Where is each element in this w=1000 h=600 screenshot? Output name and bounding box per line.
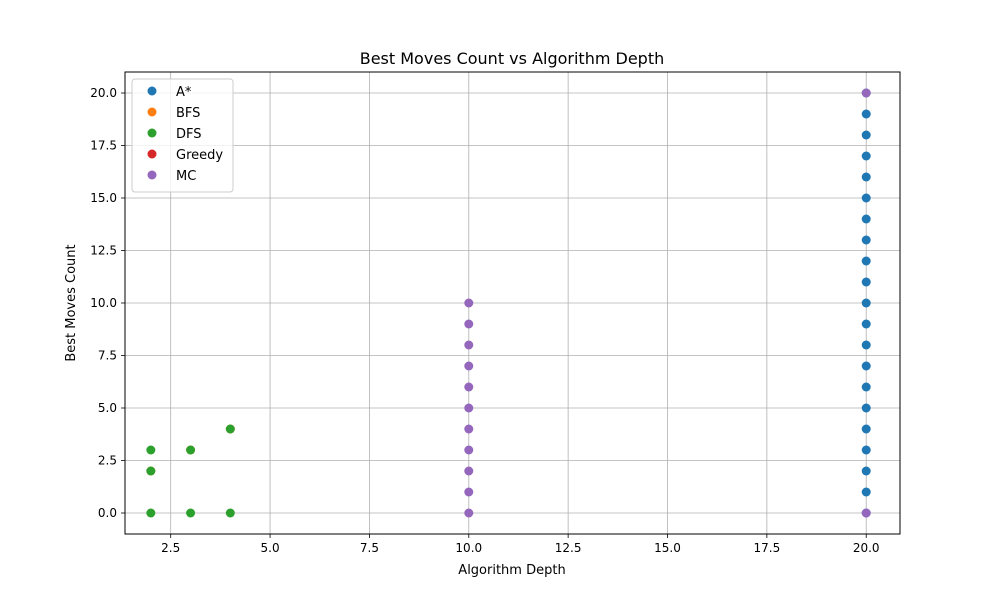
x-tick-label: 20.0	[853, 541, 880, 555]
legend-label: MC	[176, 169, 196, 184]
axis-ticks: 2.5 5.0 7.5 10.0 12.5 15.0 17.5 20.0 0.0 2.5 5.0 7.…	[90, 86, 879, 555]
y-tick-label: 0.0	[98, 506, 117, 520]
data-point	[861, 193, 871, 203]
x-tick-label: 17.5	[753, 541, 780, 555]
legend-marker	[147, 107, 157, 117]
y-axis-label: Best Moves Count	[64, 244, 79, 361]
data-point	[464, 382, 474, 392]
data-point	[464, 424, 474, 434]
data-point	[464, 445, 474, 455]
data-point	[186, 508, 196, 518]
grid	[125, 72, 900, 534]
data-point	[861, 151, 871, 161]
data-point	[146, 508, 156, 518]
legend-label: Greedy	[176, 148, 223, 163]
x-tick-label: 5.0	[261, 541, 280, 555]
x-tick-label: 10.0	[455, 541, 482, 555]
data-point	[225, 424, 235, 434]
y-tick-label: 15.0	[90, 191, 117, 205]
legend-marker	[147, 86, 157, 96]
data-point	[861, 298, 871, 308]
data-point	[464, 340, 474, 350]
data-point	[861, 172, 871, 182]
data-point	[861, 256, 871, 266]
data-point	[464, 319, 474, 329]
y-tick-label: 20.0	[90, 86, 117, 100]
data-point	[861, 340, 871, 350]
data-point	[464, 361, 474, 371]
data-point	[464, 487, 474, 497]
legend-label: DFS	[176, 127, 202, 142]
y-tick-label: 7.5	[98, 349, 117, 363]
data-point	[464, 508, 474, 518]
data-point	[861, 466, 871, 476]
data-point	[146, 466, 156, 476]
chart-title: Best Moves Count vs Algorithm Depth	[360, 49, 665, 68]
data-point	[861, 235, 871, 245]
y-tick-label: 10.0	[90, 296, 117, 310]
x-axis-label: Algorithm Depth	[458, 563, 565, 578]
legend-box	[131, 78, 234, 193]
data-point	[464, 403, 474, 413]
x-tick-label: 7.5	[360, 541, 379, 555]
data-point	[861, 445, 871, 455]
data-point	[861, 109, 871, 119]
data-point	[861, 487, 871, 497]
data-point	[861, 403, 871, 413]
legend-label: BFS	[176, 106, 200, 121]
data-point	[861, 319, 871, 329]
series-a-	[861, 88, 871, 518]
y-tick-label: 12.5	[90, 244, 117, 258]
data-point	[861, 214, 871, 224]
x-tick-label: 2.5	[161, 541, 180, 555]
x-tick-label: 15.0	[654, 541, 681, 555]
data-point	[186, 445, 196, 455]
legend-label: A*	[176, 85, 192, 100]
y-tick-label: 5.0	[98, 401, 117, 415]
data-point	[146, 445, 156, 455]
data-point	[861, 508, 871, 518]
data-point	[861, 130, 871, 140]
data-point	[861, 424, 871, 434]
series-mc	[464, 88, 871, 518]
data-point	[464, 466, 474, 476]
data-point	[225, 508, 235, 518]
legend: A* BFS DFS Greedy MC	[131, 78, 234, 193]
series-dfs	[146, 424, 235, 518]
data-point	[861, 88, 871, 98]
legend-marker	[147, 149, 157, 159]
legend-marker	[147, 170, 157, 180]
legend-marker	[147, 128, 157, 138]
data-point	[861, 382, 871, 392]
data-point	[861, 361, 871, 371]
data-points	[146, 88, 871, 518]
data-point	[861, 277, 871, 287]
y-tick-label: 2.5	[98, 454, 117, 468]
x-tick-label: 12.5	[555, 541, 582, 555]
data-point	[464, 298, 474, 308]
y-tick-label: 17.5	[90, 139, 117, 153]
